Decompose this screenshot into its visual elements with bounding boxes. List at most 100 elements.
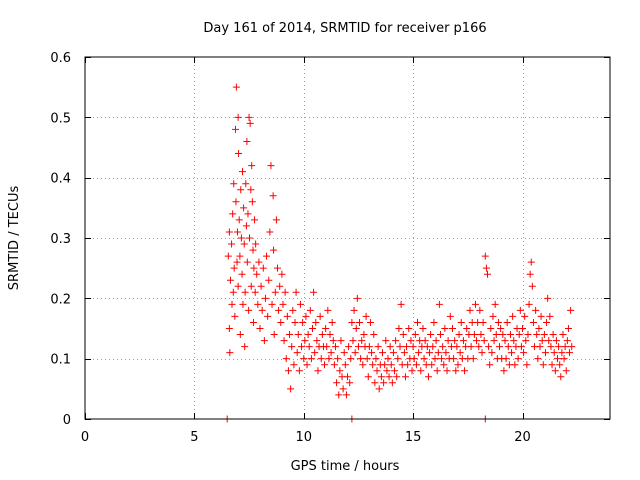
data-point	[360, 331, 368, 339]
data-point	[245, 113, 253, 121]
data-point	[414, 318, 421, 326]
data-point	[266, 228, 274, 236]
data-point	[229, 288, 237, 296]
data-point	[253, 270, 261, 278]
data-point	[333, 379, 341, 387]
data-point	[426, 349, 434, 357]
data-point	[385, 373, 393, 381]
data-point	[235, 150, 243, 158]
data-point	[298, 343, 306, 351]
data-point	[270, 331, 278, 339]
data-point	[237, 186, 245, 194]
data-point	[246, 234, 253, 242]
data-point	[520, 349, 528, 357]
data-point	[265, 276, 273, 284]
data-point	[387, 361, 395, 369]
data-point	[310, 288, 318, 296]
data-point	[533, 331, 541, 339]
data-point	[276, 282, 284, 290]
data-point	[226, 349, 234, 357]
data-point	[243, 137, 251, 145]
data-point	[244, 210, 252, 218]
data-point	[267, 162, 275, 170]
data-point	[552, 337, 560, 345]
data-point	[240, 204, 248, 212]
data-point	[539, 361, 547, 369]
data-point	[236, 252, 244, 260]
data-point	[316, 312, 324, 320]
data-point	[442, 349, 450, 357]
data-point	[557, 373, 565, 381]
data-point	[305, 343, 313, 351]
data-point	[558, 349, 566, 357]
data-point	[564, 325, 572, 332]
y-tick-label: 0.4	[50, 172, 71, 187]
data-point	[494, 318, 502, 326]
data-point	[451, 337, 459, 345]
data-point	[349, 337, 357, 345]
data-point	[359, 361, 367, 369]
data-point	[251, 216, 259, 224]
data-point	[290, 361, 298, 369]
data-point	[484, 270, 491, 278]
data-point	[263, 252, 271, 260]
data-point	[225, 325, 233, 332]
data-point	[504, 343, 512, 351]
data-point	[269, 192, 277, 200]
data-point	[466, 306, 474, 314]
data-point	[499, 331, 507, 339]
data-point	[429, 343, 437, 351]
data-point	[407, 337, 415, 345]
y-tick-label: 0.3	[50, 232, 71, 247]
data-point	[471, 300, 479, 308]
data-point	[410, 355, 418, 363]
data-point	[249, 246, 257, 254]
data-point	[421, 337, 429, 345]
data-point	[509, 312, 517, 320]
data-point	[521, 312, 529, 320]
data-point	[532, 306, 540, 314]
data-point	[306, 306, 314, 314]
data-point	[228, 240, 236, 248]
data-point	[232, 83, 240, 91]
data-point	[556, 361, 564, 369]
data-point	[527, 258, 535, 266]
data-point	[247, 186, 255, 194]
data-point	[403, 343, 411, 351]
data-point	[373, 367, 381, 375]
data-point	[547, 343, 555, 351]
data-point	[510, 337, 518, 345]
data-point	[543, 318, 551, 326]
data-point	[234, 282, 242, 290]
data-point	[541, 349, 549, 357]
data-point	[377, 373, 385, 381]
data-point	[279, 300, 287, 308]
data-point	[550, 349, 558, 357]
data-point	[478, 349, 486, 357]
data-point	[440, 361, 448, 369]
data-point	[457, 318, 465, 326]
y-tick-label: 0.5	[50, 111, 71, 126]
data-point	[237, 234, 245, 242]
data-point	[288, 343, 296, 351]
data-point	[239, 300, 247, 308]
data-point	[419, 325, 427, 332]
data-point	[231, 312, 239, 320]
data-point	[243, 258, 251, 266]
data-point	[485, 343, 493, 351]
data-point	[275, 306, 283, 314]
data-point	[353, 294, 361, 302]
x-axis-label: GPS time / hours	[291, 459, 400, 474]
data-point	[409, 343, 417, 351]
data-point	[538, 337, 546, 345]
data-point	[295, 367, 303, 375]
data-point	[561, 343, 569, 351]
data-point	[479, 318, 487, 326]
data-point	[380, 379, 388, 387]
data-point	[317, 355, 325, 363]
data-point	[318, 331, 326, 339]
data-point	[482, 264, 490, 272]
data-point	[491, 300, 499, 308]
data-point	[517, 343, 525, 351]
axis-ticks	[85, 57, 610, 420]
